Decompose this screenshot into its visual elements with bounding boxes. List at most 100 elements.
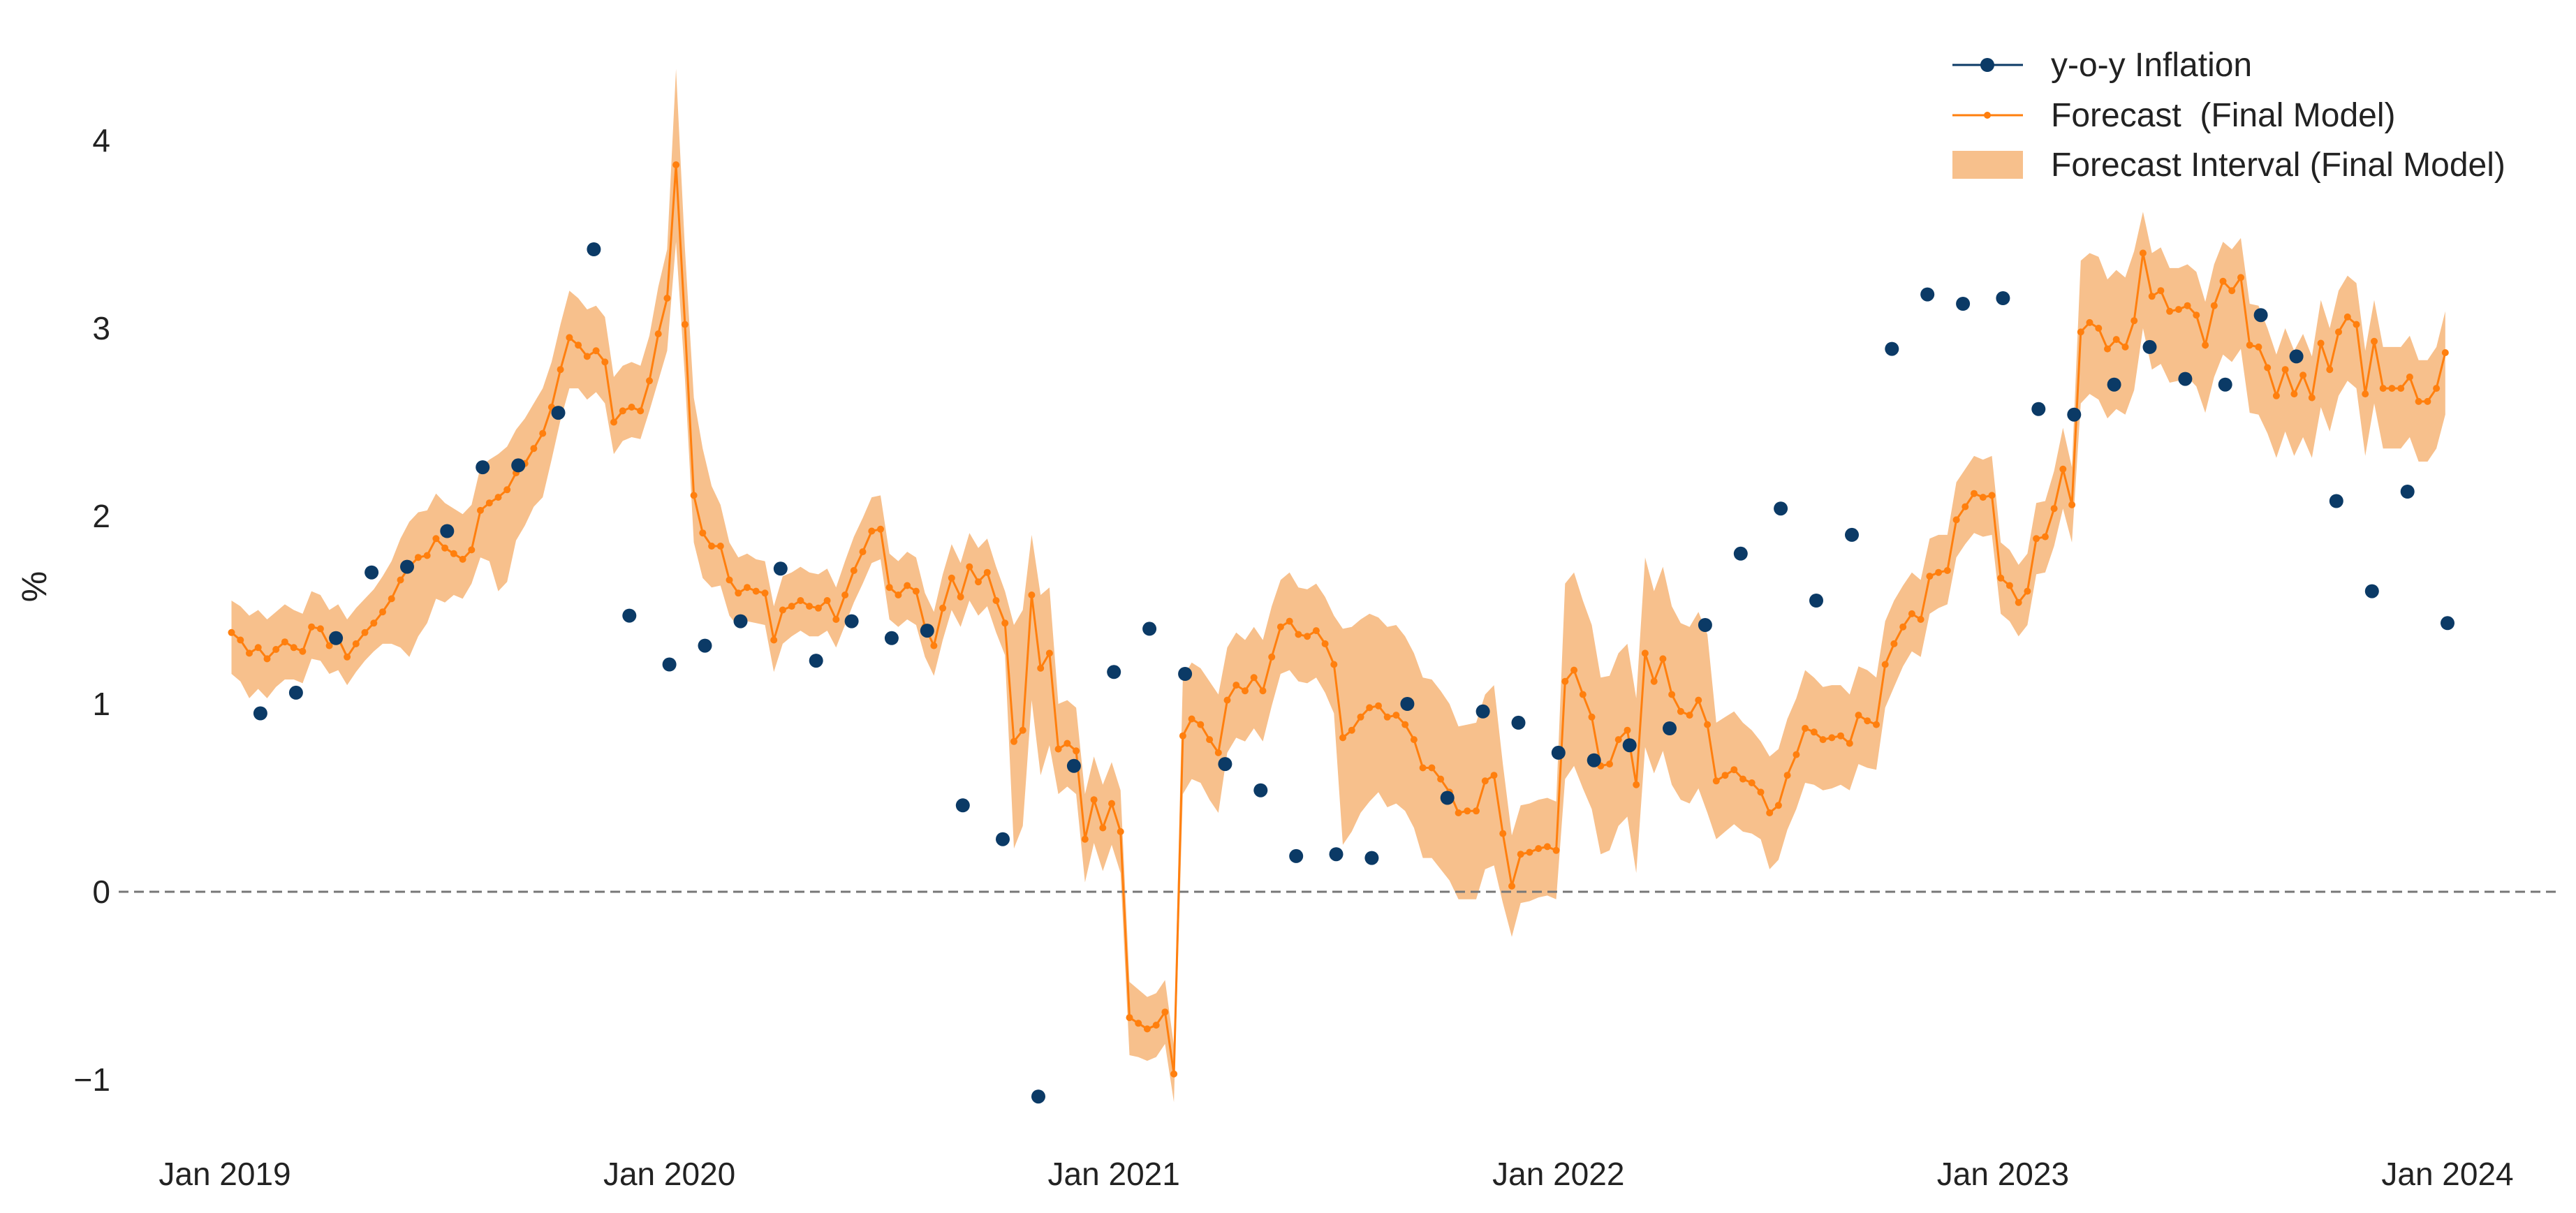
inflation-markers bbox=[253, 242, 2454, 1104]
inflation-point bbox=[955, 798, 970, 813]
forecast-point bbox=[344, 653, 351, 661]
forecast-point bbox=[690, 492, 698, 499]
forecast-point bbox=[1730, 766, 1738, 774]
forecast-point bbox=[1819, 736, 1827, 744]
inflation-point bbox=[1400, 697, 1415, 711]
forecast-point bbox=[1810, 728, 1818, 736]
forecast-point bbox=[1073, 747, 1080, 755]
forecast-point bbox=[859, 548, 867, 556]
inflation-point bbox=[773, 561, 788, 576]
forecast-point bbox=[1143, 1025, 1151, 1033]
forecast-point bbox=[1304, 633, 1311, 640]
legend-item-forecast[interactable]: Forecast (Final Model) bbox=[1952, 97, 2395, 134]
forecast-point bbox=[1704, 721, 1712, 728]
forecast-point bbox=[1952, 516, 1960, 524]
inflation-point bbox=[1511, 715, 1526, 730]
inflation-point bbox=[476, 460, 490, 475]
forecast-point bbox=[2362, 390, 2369, 398]
forecast-point bbox=[726, 576, 733, 584]
forecast-point bbox=[272, 646, 280, 653]
forecast-point bbox=[325, 642, 333, 649]
forecast-point bbox=[2130, 317, 2138, 325]
forecast-point bbox=[1188, 715, 1195, 723]
y-tick-label: 1 bbox=[92, 686, 110, 722]
forecast-point bbox=[2112, 336, 2120, 344]
forecast-point bbox=[254, 644, 262, 652]
forecast-point bbox=[1899, 623, 1907, 631]
forecast-point bbox=[1490, 772, 1498, 779]
inflation-point bbox=[2441, 616, 2454, 631]
forecast-point bbox=[2397, 385, 2405, 392]
x-tick-label: Jan 2022 bbox=[1492, 1156, 1624, 1192]
forecast-point bbox=[1481, 777, 1489, 785]
x-tick-label: Jan 2021 bbox=[1048, 1156, 1180, 1192]
forecast-point bbox=[2166, 307, 2174, 315]
forecast-point bbox=[1455, 809, 1462, 816]
forecast-point bbox=[1242, 687, 1249, 695]
forecast-point bbox=[637, 407, 645, 415]
forecast-point bbox=[2139, 249, 2147, 257]
inflation-point bbox=[1845, 527, 1859, 542]
forecast-point bbox=[2299, 372, 2307, 379]
legend: y-o-y Inflation Forecast (Final Model) F… bbox=[1952, 47, 2505, 184]
inflation-point bbox=[2364, 584, 2379, 598]
forecast-point bbox=[957, 593, 964, 601]
forecast-point bbox=[1419, 764, 1427, 772]
forecast-point bbox=[1971, 490, 1978, 497]
forecast-point bbox=[1321, 640, 1329, 647]
forecast-point bbox=[2246, 341, 2253, 349]
forecast-point bbox=[423, 552, 431, 559]
inflation-point bbox=[1956, 297, 1971, 311]
legend-inflation-label: y-o-y Inflation bbox=[2051, 47, 2252, 84]
forecast-point bbox=[1783, 772, 1791, 779]
inflation-point bbox=[884, 631, 899, 645]
forecast-point bbox=[1624, 726, 1631, 734]
forecast-point bbox=[2237, 274, 2244, 281]
y-tick-label: 4 bbox=[92, 122, 110, 159]
forecast-point bbox=[788, 603, 795, 610]
x-tick-label: Jan 2020 bbox=[603, 1156, 735, 1192]
forecast-point bbox=[1045, 649, 1053, 657]
forecast-point bbox=[1508, 882, 1515, 890]
forecast-interval-band bbox=[231, 68, 2445, 1103]
forecast-point bbox=[2157, 287, 2165, 295]
forecast-point bbox=[646, 377, 653, 385]
forecast-point bbox=[752, 587, 760, 595]
legend-item-interval[interactable]: Forecast Interval (Final Model) bbox=[1952, 147, 2505, 184]
inflation-point bbox=[1218, 757, 1232, 772]
forecast-point bbox=[1161, 1008, 1169, 1016]
inflation-point bbox=[622, 608, 637, 623]
forecast-point bbox=[1366, 704, 1374, 712]
forecast-point bbox=[1410, 736, 1418, 744]
forecast-point bbox=[1659, 655, 1667, 663]
forecast-point bbox=[2371, 337, 2378, 345]
forecast-point bbox=[2210, 302, 2218, 309]
y-axis-title: % bbox=[15, 571, 54, 602]
forecast-point bbox=[2290, 390, 2298, 398]
forecast-point bbox=[2024, 587, 2031, 595]
forecast-point bbox=[2104, 345, 2111, 353]
forecast-point bbox=[432, 535, 440, 543]
plot-area bbox=[119, 68, 2556, 1104]
forecast-point bbox=[1935, 568, 1943, 576]
forecast-point bbox=[904, 582, 911, 589]
forecast-point bbox=[1152, 1022, 1160, 1029]
inflation-point bbox=[2067, 407, 2082, 422]
forecast-point bbox=[1988, 492, 1996, 499]
forecast-point bbox=[1357, 713, 1364, 721]
inflation-point bbox=[1142, 622, 1157, 636]
inflation-point bbox=[1107, 665, 1121, 679]
forecast-point bbox=[2005, 582, 2013, 589]
inflation-point bbox=[2400, 485, 2415, 499]
forecast-point bbox=[1917, 616, 1924, 623]
inflation-point bbox=[329, 631, 344, 645]
legend-item-inflation[interactable]: y-o-y Inflation bbox=[1952, 47, 2252, 84]
forecast-point bbox=[992, 597, 1000, 604]
inflation-point bbox=[253, 706, 267, 721]
forecast-point bbox=[1864, 717, 1871, 725]
forecast-point bbox=[1641, 649, 1649, 657]
forecast-point bbox=[1614, 736, 1622, 744]
forecast-point bbox=[895, 591, 902, 598]
forecast-point bbox=[530, 445, 538, 453]
inflation-point bbox=[996, 832, 1010, 846]
